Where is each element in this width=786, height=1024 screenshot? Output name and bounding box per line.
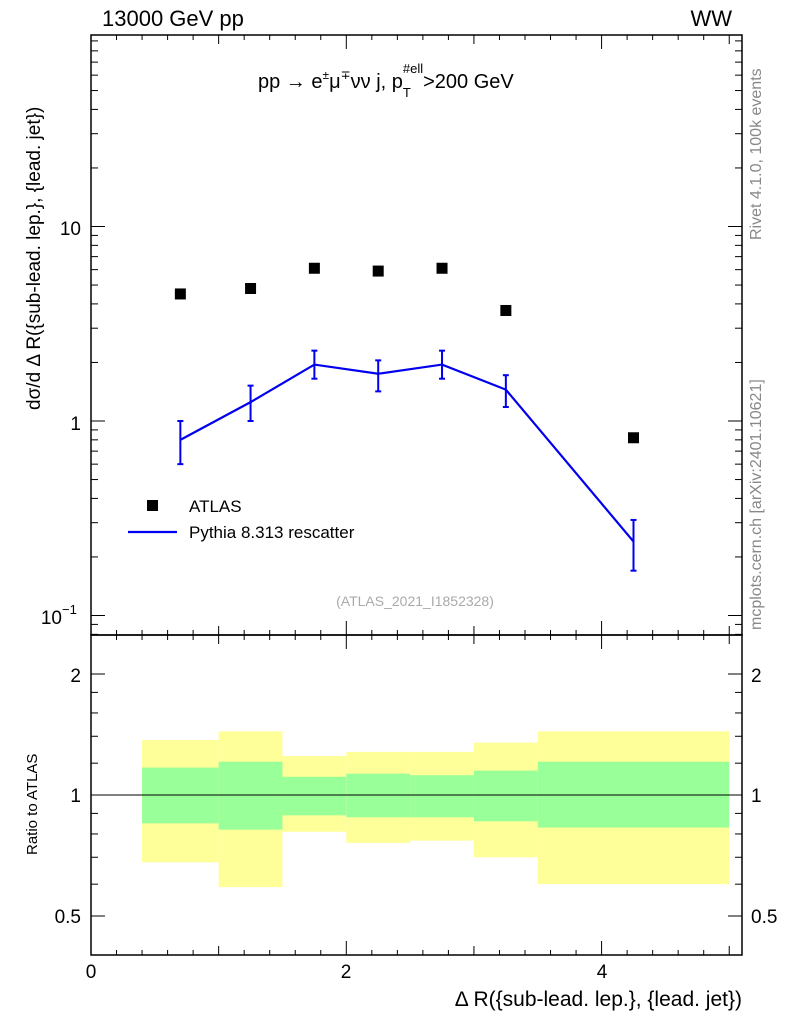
main-panel-frame — [90, 34, 743, 636]
atlas-data-point — [245, 282, 257, 294]
ratio-tick-label-1-right: 1 — [751, 786, 762, 807]
analysis-id: (ATLAS_2021_I1852328) — [336, 593, 494, 609]
y-axis-label-ratio: Ratio to ATLAS — [24, 754, 41, 855]
ratio-tick-label-0.5-right: 0.5 — [751, 907, 777, 928]
ratio-inner-band — [218, 761, 283, 830]
ratio-tick-label-1: 1 — [70, 786, 81, 807]
legend-atlas-label: ATLAS — [189, 497, 242, 516]
legend-pythia-label: Pythia 8.313 rescatter — [189, 523, 355, 542]
ratio-inner-band — [473, 770, 538, 822]
ratio-tick-label-2: 2 — [70, 666, 81, 687]
y-tick-label-1: 1 — [70, 414, 81, 435]
ratio-tick-label-2-right: 2 — [751, 666, 762, 687]
y-tick-label-10: 10 — [60, 219, 81, 240]
mcplots-label: mcplots.cern.ch [arXiv:2401.10621] — [748, 379, 765, 630]
x-axis-label: Δ R({sub-lead. lep.}, {lead. jet}) — [455, 988, 742, 1011]
ratio-bands — [142, 731, 730, 888]
process-label: WW — [690, 6, 732, 31]
atlas-data-point — [436, 262, 448, 274]
ratio-inner-band — [410, 775, 474, 818]
x-tick-label-2: 2 — [341, 962, 352, 983]
ratio-tick-label-0.5: 0.5 — [55, 907, 81, 928]
legend-atlas-marker — [147, 500, 158, 511]
x-tick-label-4: 4 — [597, 962, 608, 983]
atlas-series — [174, 262, 639, 444]
atlas-data-point — [500, 304, 512, 316]
axis-ticks — [90, 35, 742, 955]
energy-label: 13000 GeV pp — [102, 6, 244, 31]
ratio-inner-band — [282, 776, 347, 816]
atlas-data-point — [308, 262, 320, 274]
rivet-label: Rivet 4.1.0, 100k events — [748, 68, 765, 240]
pythia-line — [179, 363, 635, 543]
plot-title: pp → e±μ∓νν j, pT#ell>200 GeV — [258, 61, 514, 100]
pythia-series — [177, 349, 637, 572]
y-tick-label-0.1: 10 — [41, 608, 62, 629]
atlas-data-point — [174, 288, 186, 300]
x-tick-label-0: 0 — [86, 962, 97, 983]
atlas-data-point — [628, 432, 639, 444]
atlas-data-point — [372, 265, 384, 277]
y-tick-label-0.1-exp: −1 — [62, 602, 77, 617]
y-axis-label-main: dσ/d Δ R({sub-lead. lep.}, {lead. jet}) — [24, 107, 45, 410]
